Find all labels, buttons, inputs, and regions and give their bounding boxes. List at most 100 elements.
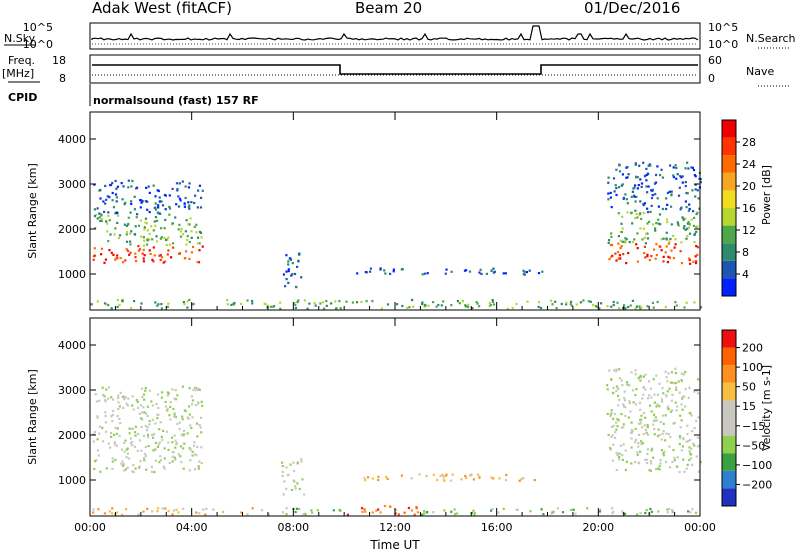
scatter-cell xyxy=(403,511,406,514)
scatter-cell xyxy=(480,272,483,276)
scatter-cell xyxy=(654,193,657,196)
scatter-cell xyxy=(677,224,680,227)
scatter-cell xyxy=(453,512,457,516)
scatter-cell xyxy=(612,443,615,446)
scatter-cell xyxy=(656,393,660,396)
scatter-cell xyxy=(649,210,652,213)
scatter-cell xyxy=(115,187,118,190)
scatter-cell xyxy=(96,300,99,303)
scatter-cell xyxy=(616,454,619,457)
scatter-cell xyxy=(639,421,642,424)
scatter-cell xyxy=(688,207,691,211)
scatter-cell xyxy=(167,236,170,239)
scatter-cell xyxy=(136,449,139,452)
colorbar-segment xyxy=(722,225,736,244)
scatter-cell xyxy=(642,227,645,230)
scatter-cell xyxy=(673,246,676,249)
scatter-cell xyxy=(639,418,642,421)
colorbar-tick-label: 50 xyxy=(742,381,756,394)
scatter-cell xyxy=(662,237,665,240)
scatter-cell xyxy=(246,299,249,302)
scatter-cell xyxy=(137,245,140,248)
scatter-cell xyxy=(624,307,627,310)
scatter-cell xyxy=(146,229,149,232)
scatter-cell xyxy=(99,197,102,200)
scatter-cell xyxy=(608,258,611,261)
scatter-cell xyxy=(392,268,395,271)
scatter-cell xyxy=(657,428,660,431)
scatter-cell xyxy=(648,404,652,407)
scatter-cell xyxy=(154,202,157,205)
scatter-cell xyxy=(111,420,114,423)
scatter-cell xyxy=(178,182,181,185)
scatter-cell xyxy=(199,426,202,429)
scatter-cell xyxy=(689,511,692,514)
scatter-cell xyxy=(108,219,111,222)
scatter-cell xyxy=(646,433,649,436)
scatter-cell xyxy=(188,182,191,185)
scatter-cell xyxy=(541,270,544,273)
cpid-label: CPID xyxy=(8,91,37,104)
scatter-cell xyxy=(192,389,195,392)
scatter-cell xyxy=(641,238,644,241)
scatter-cell xyxy=(190,236,193,239)
scatter-cell xyxy=(287,260,290,263)
scatter-cell xyxy=(171,388,174,391)
scatter-cell xyxy=(680,372,683,375)
scatter-cell xyxy=(105,198,108,201)
scatter-cell xyxy=(123,469,126,472)
scatter-cell xyxy=(160,396,163,399)
scatter-cell xyxy=(154,448,157,451)
scatter-cell xyxy=(673,421,676,424)
scatter-cell xyxy=(124,439,127,442)
scatter-cell xyxy=(103,395,106,398)
scatter-cell xyxy=(607,192,610,195)
scatter-cell xyxy=(142,248,145,251)
scatter-cell xyxy=(695,420,698,423)
scatter-cell xyxy=(301,478,304,481)
scatter-cell xyxy=(622,405,625,408)
scatter-cell xyxy=(184,230,187,233)
scatter-cell xyxy=(656,165,659,168)
scatter-cell xyxy=(144,389,147,392)
scatter-cell xyxy=(674,164,677,167)
scatter-cell xyxy=(121,395,125,398)
scatter-cell xyxy=(570,508,573,511)
scatter-cell xyxy=(609,414,612,418)
scatter-cell xyxy=(610,206,613,209)
scatter-cell xyxy=(281,461,284,464)
scatter-cell xyxy=(650,410,653,413)
scatter-cell xyxy=(611,459,614,462)
scatter-cell xyxy=(607,239,611,242)
scatter-cell xyxy=(125,402,128,405)
colorbar-segment xyxy=(722,453,736,471)
scatter-cell xyxy=(226,299,229,302)
scatter-cell xyxy=(610,255,613,258)
scatter-cell xyxy=(135,187,138,190)
scatter-cell xyxy=(520,478,523,481)
scatter-cell xyxy=(461,300,464,303)
scatter-cell xyxy=(665,376,668,379)
scatter-cell xyxy=(626,383,629,386)
scatter-cell xyxy=(671,460,674,464)
scatter-cell xyxy=(103,261,106,264)
scatter-cell xyxy=(693,241,696,244)
scatter-cell xyxy=(647,172,650,175)
scatter-cell xyxy=(611,507,614,510)
scatter-cell xyxy=(651,189,654,193)
scatter-cell xyxy=(122,406,125,409)
scatter-cell xyxy=(636,232,639,235)
scatter-cell xyxy=(109,233,112,236)
scatter-cell xyxy=(92,258,95,261)
scatter-cell xyxy=(688,203,691,206)
scatter-cell xyxy=(160,391,164,394)
scatter-cell xyxy=(182,467,185,470)
scatter-cell xyxy=(112,206,116,209)
scatter-cell xyxy=(285,507,288,510)
freq-tick-top: 18 xyxy=(52,54,66,67)
scatter-cell xyxy=(686,432,689,436)
scatter-cell xyxy=(621,510,624,513)
scatter-cell xyxy=(611,434,614,437)
scatter-cell xyxy=(408,306,411,309)
scatter-cell xyxy=(153,471,156,474)
